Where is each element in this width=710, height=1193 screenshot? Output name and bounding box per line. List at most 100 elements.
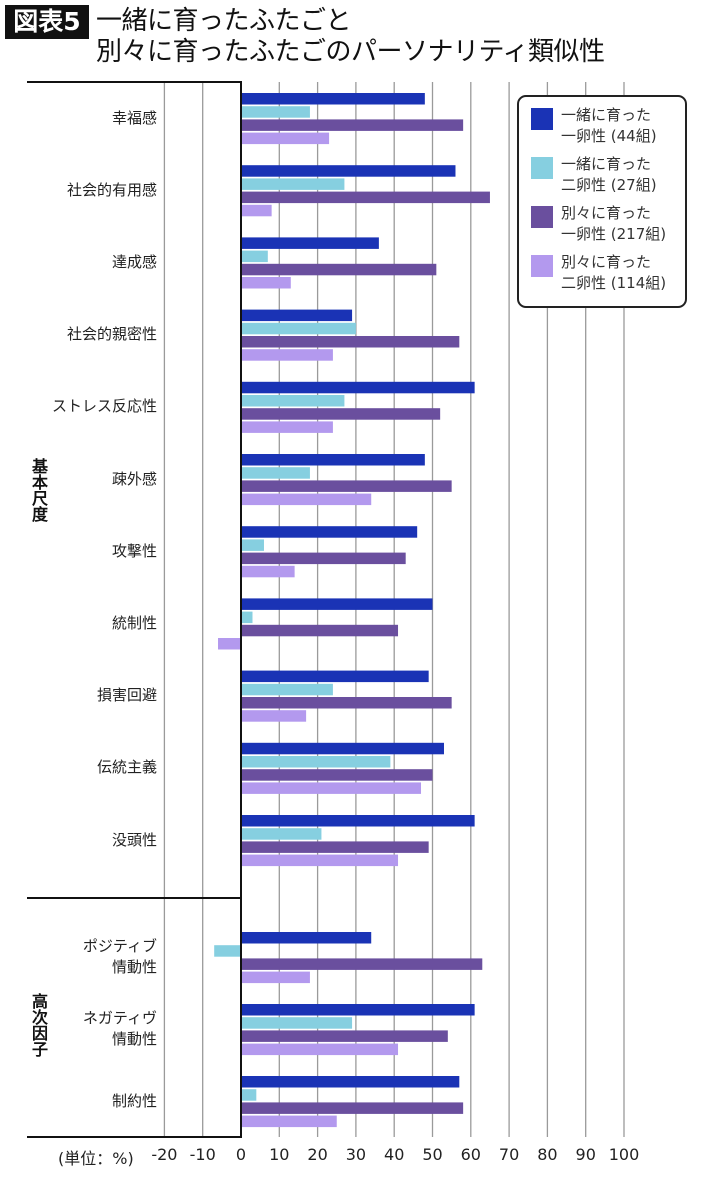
bar <box>241 854 399 867</box>
category-label: 制約性 <box>111 1091 157 1110</box>
category-label: 社会的親密性 <box>66 325 157 344</box>
bar <box>241 697 452 709</box>
bar <box>241 263 437 276</box>
x-tick-label: 30 <box>345 1145 367 1164</box>
x-tick-label: 90 <box>575 1145 596 1164</box>
bar <box>241 742 444 755</box>
bar <box>241 119 464 131</box>
group-label-higher: 高次因子 <box>29 993 48 1057</box>
bar <box>241 237 379 249</box>
x-tick-label: -20 <box>151 1145 178 1164</box>
bar <box>241 165 456 177</box>
bar <box>241 454 425 466</box>
chart-title-line-1: 一緒に育ったふたごと <box>96 6 352 36</box>
bar <box>241 421 333 433</box>
category-label: 幸福感 <box>111 108 157 127</box>
bar <box>241 565 295 578</box>
bar <box>241 971 310 984</box>
x-tick-label: -10 <box>189 1145 216 1164</box>
bar <box>241 1089 257 1101</box>
bar <box>218 638 241 650</box>
bar <box>241 106 310 118</box>
bar <box>241 815 475 827</box>
bar <box>241 349 333 361</box>
bar <box>241 1076 460 1088</box>
bar <box>241 277 291 289</box>
bar <box>241 1043 399 1056</box>
bar <box>241 132 330 145</box>
bar <box>241 828 322 840</box>
bar <box>241 552 406 565</box>
bar <box>241 710 307 722</box>
bar <box>241 309 353 322</box>
legend-item: 別々に育った 二卵性 (114組) <box>531 252 685 301</box>
x-tick-label: 60 <box>460 1145 481 1164</box>
bar <box>241 769 433 781</box>
chart-title-line-2: 別々に育ったふたごのパーソナリティ類似性 <box>96 37 605 67</box>
bar <box>241 336 460 348</box>
category-label: 損害回避 <box>96 686 157 705</box>
x-tick-label: 80 <box>537 1145 558 1164</box>
legend-label: 別々に育った 一卵性 (217組) <box>561 204 667 243</box>
bar <box>241 250 268 263</box>
x-tick-label: 40 <box>384 1145 405 1164</box>
category-label: 社会的有用感 <box>66 180 157 199</box>
bar <box>241 539 264 551</box>
bar <box>241 756 391 768</box>
bar <box>241 467 310 479</box>
bar <box>241 932 372 944</box>
legend-label: 一緒に育った 二卵性 (27組) <box>561 155 657 194</box>
figure-badge: 図表5 <box>5 5 89 39</box>
bar <box>241 683 333 696</box>
category-label: 攻撃性 <box>111 541 157 560</box>
x-tick-label: 100 <box>608 1145 640 1164</box>
bar <box>241 1115 337 1128</box>
bar <box>241 493 372 506</box>
x-tick-label: 70 <box>498 1145 520 1164</box>
legend-swatch <box>531 206 553 228</box>
category-label: 達成感 <box>111 252 157 271</box>
bar <box>241 178 345 190</box>
category-label: 疎外感 <box>111 469 157 488</box>
bar <box>241 1004 475 1016</box>
group-label-basic: 基本尺度 <box>29 458 48 522</box>
legend-item: 一緒に育った 二卵性 (27組) <box>531 154 685 203</box>
bar <box>241 322 356 335</box>
bar <box>241 782 422 794</box>
bar <box>241 1030 448 1042</box>
category-label: 伝統主義 <box>96 758 157 777</box>
bar <box>241 958 483 970</box>
x-tick-label: 50 <box>422 1145 443 1164</box>
legend-swatch <box>531 157 553 179</box>
bar <box>241 624 399 637</box>
bar <box>241 381 475 394</box>
legend-swatch <box>531 108 553 130</box>
bar <box>241 408 441 420</box>
category-label: ストレス反応性 <box>51 397 157 416</box>
bar <box>241 670 429 683</box>
category-label: 統制性 <box>111 613 157 632</box>
x-tick-label: 10 <box>269 1145 290 1164</box>
bar <box>241 1017 353 1029</box>
legend-item: 一緒に育った 一卵性 (44組) <box>531 105 685 154</box>
category-label: ポジティブ 情動性 <box>82 937 157 976</box>
category-label: ネガティヴ 情動性 <box>82 1009 157 1048</box>
legend-label: 別々に育った 二卵性 (114組) <box>561 253 667 292</box>
bar <box>241 841 429 853</box>
legend-label: 一緒に育った 一卵性 (44組) <box>561 106 657 145</box>
bar <box>241 395 345 407</box>
legend-item: 別々に育った 一卵性 (217組) <box>531 203 685 252</box>
bar <box>214 945 241 957</box>
bar <box>241 598 433 610</box>
category-label: 没頭性 <box>111 830 157 849</box>
bar <box>241 526 418 538</box>
legend-swatch <box>531 255 553 277</box>
x-tick-label: 0 <box>235 1145 247 1164</box>
bar <box>241 1102 464 1114</box>
bar <box>241 191 490 204</box>
bar <box>241 480 452 492</box>
x-tick-label: 20 <box>307 1145 328 1164</box>
unit-label: (単位：%) <box>58 1149 134 1168</box>
bar <box>241 93 425 105</box>
